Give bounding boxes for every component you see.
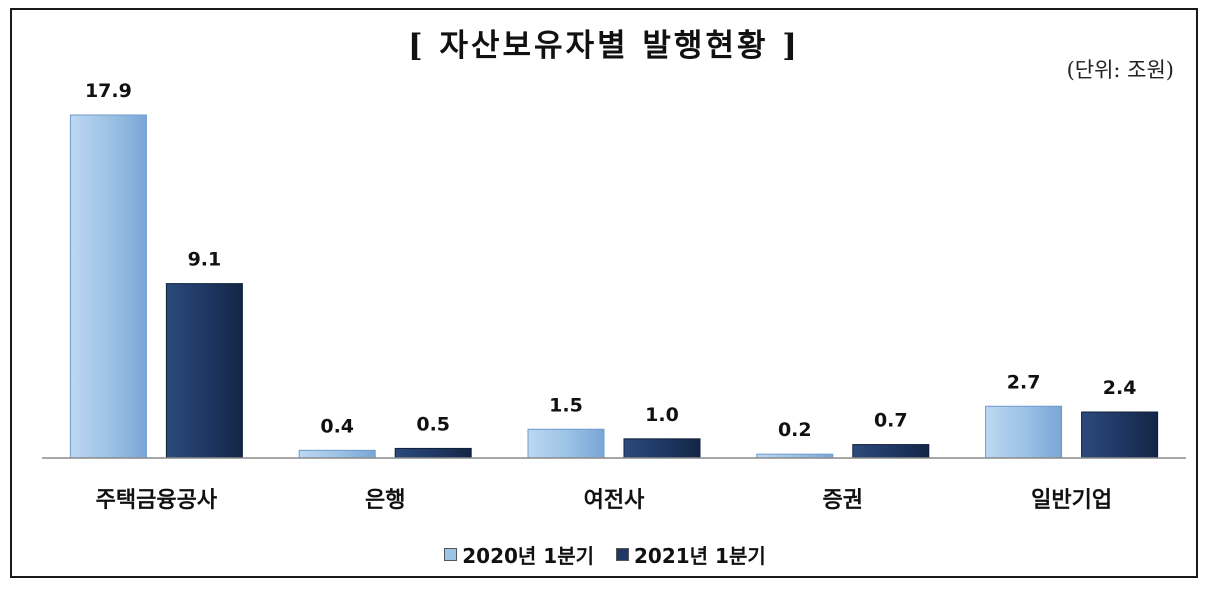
category-label-bank: 은행 [365,488,405,513]
bar-housing-finance-2021 [165,283,243,459]
value-label-securities-2021: 0.7 [874,410,908,432]
legend-swatch-2020 [444,548,458,561]
value-label-card-company-2021: 1.0 [645,404,679,426]
value-label-general-company-2021: 2.4 [1103,377,1137,399]
bar-bank-2021 [394,447,472,459]
value-label-housing-finance-2021: 9.1 [188,249,222,271]
bar-general-company-2020 [985,405,1063,459]
legend-swatch-2021 [616,548,629,561]
bar-securities-2021 [852,444,930,459]
value-label-general-company-2020: 2.7 [1007,371,1041,393]
bar-bank-2020 [298,449,376,459]
category-label-securities: 증권 [823,488,863,513]
value-label-securities-2020: 0.2 [778,419,812,441]
value-label-bank-2021: 0.5 [416,413,450,435]
value-label-bank-2020: 0.4 [320,415,354,437]
bar-general-company-2021 [1081,411,1159,459]
legend-item-2020: 2020년 1분기 [444,540,594,569]
legend: 2020년 1분기 2021년 1분기 [0,540,1210,569]
category-label-general-company: 일반기업 [1031,488,1112,513]
value-label-housing-finance-2020: 17.9 [85,80,132,102]
category-label-housing-finance: 주택금융공사 [96,488,218,513]
bar-card-company-2021 [623,438,701,459]
bar-card-company-2020 [527,428,605,459]
category-label-card-company: 여전사 [584,488,645,513]
legend-label-2020: 2020년 1분기 [462,544,594,568]
legend-item-2021: 2021년 1분기 [616,540,766,569]
bar-housing-finance-2020 [69,114,147,459]
unit-label: (단위: 조원) [1066,58,1174,82]
legend-label-2021: 2021년 1분기 [634,544,766,568]
chart-title: [ 자산보유자별 발행현황 ] [408,28,800,64]
value-label-card-company-2020: 1.5 [549,394,583,416]
